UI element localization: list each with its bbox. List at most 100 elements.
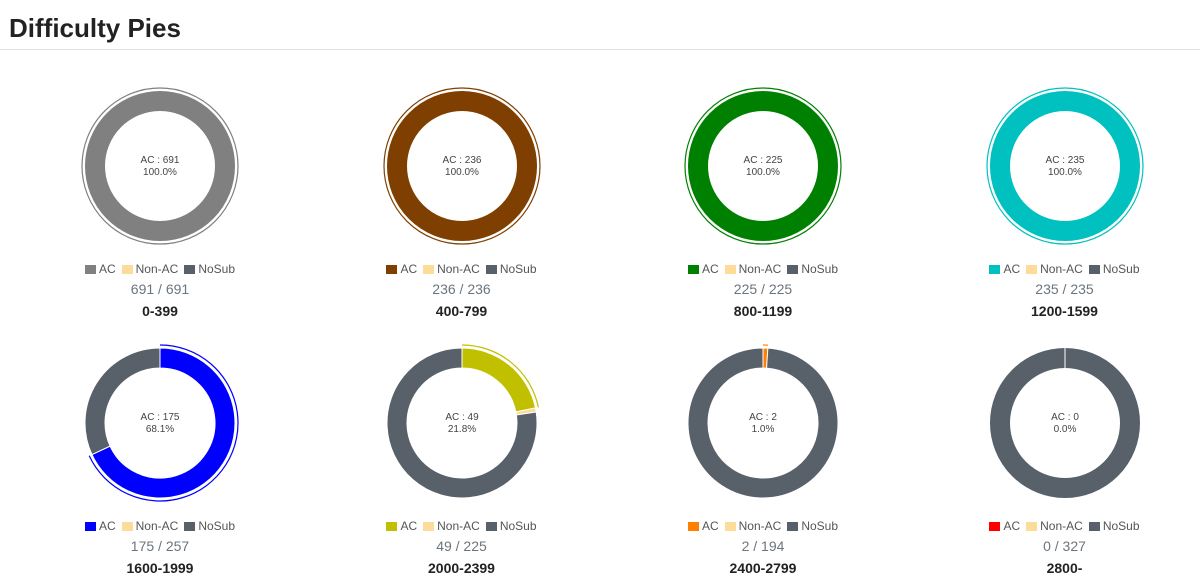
legend-item-nosub[interactable]: NoSub [184,262,235,276]
legend-swatch [121,521,133,531]
difficulty-pie-4: AC : 175 68.1% AC Non-AC NoSub 175 / 257 1600-… [10,313,310,576]
legend-label: NoSub [1102,262,1140,276]
legend-swatch [989,521,1001,531]
legend-swatch [423,264,435,274]
difficulty-range: 1600-1999 [126,560,194,576]
donut-chart: AC : 21.0% [687,344,839,499]
legend-item-nosub[interactable]: NoSub [485,262,537,276]
legend-swatch [423,521,435,531]
difficulty-pie-0: AC : 691 100.0% AC Non-AC NoSub 691 / 691 0-39… [10,56,310,319]
center-ac-label: AC : 236 [442,155,481,166]
legend-item-nosub[interactable]: NoSub [1088,262,1140,276]
legend-item-ac[interactable]: AC [84,262,116,276]
legend-item-nosub[interactable]: NoSub [1088,519,1140,533]
legend-swatch [386,264,398,274]
ac-slice [85,91,235,241]
legend-item-nonac[interactable]: Non-AC [1026,262,1083,276]
legend-label: NoSub [198,262,236,276]
difficulty-range: 0-399 [142,303,178,319]
ac-slice-outline [985,87,1144,245]
ac-slice [989,91,1140,241]
center-percent-label: 100.0% [746,167,780,178]
ac-slice-outline [382,87,541,245]
legend-item-ac[interactable]: AC [386,519,417,533]
difficulty-pie-2: AC : 225 100.0% AC Non-AC NoSub 225 / 225 800-… [613,56,913,319]
legend-item-nonac[interactable]: Non-AC [1026,519,1083,533]
difficulty-pie-7: AC : 0 0.0% AC Non-AC NoSub 0 / 327 2800- [915,313,1200,576]
legend-label: NoSub [198,519,236,533]
nosub-slice [84,347,161,456]
ac-slice-outline [81,87,239,245]
legend-item-nonac[interactable]: Non-AC [121,519,178,533]
legend-item-ac[interactable]: AC [687,519,719,533]
legend-item-nonac[interactable]: Non-AC [423,519,480,533]
legend-label: NoSub [801,262,839,276]
difficulty-range: 400-799 [435,303,488,319]
legend: AC Non-AC NoSub [915,262,1200,276]
legend-swatch [184,521,196,531]
difficulty-pie-6: AC : 2 1.0% AC Non-AC NoSub 2 / 194 2400-2799 [613,313,913,576]
legend-item-nosub[interactable]: NoSub [485,519,537,533]
center-ac-label: AC : 235 [1045,155,1084,166]
legend-item-nosub[interactable]: NoSub [184,519,235,533]
difficulty-pies-grid: AC : 691 100.0% AC Non-AC NoSub 691 / 691 0-39… [0,50,1200,580]
solved-count: 175 / 257 [130,538,190,554]
ac-slice [91,347,236,499]
center-percent-label: 68.1% [146,424,174,435]
legend-item-nosub[interactable]: NoSub [787,262,838,276]
legend-item-nonac[interactable]: Non-AC [121,262,179,276]
legend: AC Non-AC NoSub [10,262,310,276]
difficulty-range: 1200-1599 [1031,303,1098,319]
difficulty-pie-3: AC : 235 100.0% AC Non-AC NoSub 235 / 235 1200… [915,56,1200,319]
legend-item-nonac[interactable]: Non-AC [724,519,782,533]
ac-slice [688,91,838,241]
legend: AC Non-AC NoSub [312,519,612,533]
legend-label: AC [701,262,719,276]
legend-label: Non-AC [135,262,179,276]
legend-label: AC [400,519,418,533]
legend-swatch [787,264,799,274]
difficulty-range: 2000-2399 [428,560,495,576]
legend-swatch [1026,521,1038,531]
legend-item-ac[interactable]: AC [386,262,417,276]
legend-swatch [184,264,196,274]
legend-swatch [485,521,497,531]
legend-swatch [724,521,736,531]
difficulty-pie-5: AC : 49 21.8% AC Non-AC NoSub 49 / 225 2000-23… [312,313,612,576]
legend-swatch [687,264,699,274]
page-header: Difficulty Pies [0,0,1200,50]
legend-item-ac[interactable]: AC [989,262,1020,276]
center-percent-label: 0.0% [1053,424,1076,435]
legend-label: Non-AC [738,519,782,533]
difficulty-range: 800-1199 [733,303,793,319]
legend: AC Non-AC NoSub [613,262,913,276]
legend: AC Non-AC NoSub [915,519,1200,533]
ac-slice [386,91,537,241]
center-ac-label: AC : 225 [744,155,783,166]
solved-count: 236 / 236 [432,281,491,297]
legend-swatch [787,521,799,531]
legend-label: AC [400,262,418,276]
nosub-slice [386,347,537,499]
difficulty-range: 2800- [1046,560,1083,576]
legend-label: Non-AC [1040,262,1083,276]
donut-chart: AC : 00.0% [989,348,1140,498]
difficulty-range: 2400-2799 [729,560,797,576]
legend-swatch [989,264,1001,274]
legend-item-ac[interactable]: AC [687,262,719,276]
legend-item-nonac[interactable]: Non-AC [724,262,781,276]
legend: AC Non-AC NoSub [10,519,310,533]
legend-label: Non-AC [437,519,480,533]
legend-label: Non-AC [437,262,480,276]
legend-item-ac[interactable]: AC [989,519,1020,533]
legend-item-ac[interactable]: AC [84,519,116,533]
legend-item-nosub[interactable]: NoSub [787,519,838,533]
legend-item-nonac[interactable]: Non-AC [423,262,480,276]
legend: AC Non-AC NoSub [312,262,612,276]
